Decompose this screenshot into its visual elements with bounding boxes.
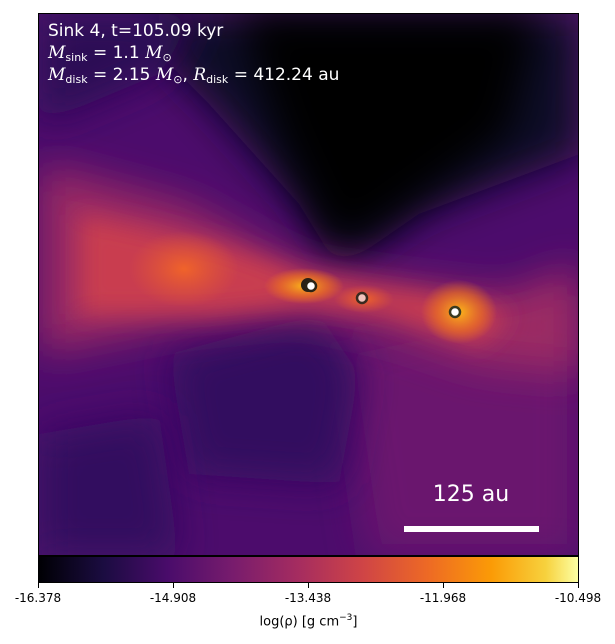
disk-mass-symbol: M [48,65,66,85]
colorbar-tick-label: -10.498 [554,591,602,605]
sink-mass-symbol: M [48,43,66,63]
disk-separator: , [182,65,188,85]
colorbar-tick-label: -11.968 [419,591,467,605]
sink-companion-2-marker [448,305,462,319]
sink-mass-subscript: sink [65,51,88,64]
colorbar-label-exponent: −3 [339,613,353,623]
disk-radius-value: = 412.24 au [233,65,340,85]
sink-mass-unit-subscript: ⊙ [162,51,172,64]
colorbar-tick [578,583,579,588]
title-line: Sink 4, t=105.09 kyr [48,20,223,42]
colorbar-tick [443,583,444,588]
disk-line: Mdisk = 2.15 M⊙, Rdisk = 412.24 au [48,64,339,91]
left-lobe [129,231,239,307]
scale-bar [404,526,539,532]
upper-left-dark [39,14,199,124]
disk-radius-subscript: disk [206,73,229,86]
disk-mass-unit: M [155,65,174,85]
colorbar-tick [173,583,174,588]
disk-mass-subscript: disk [65,73,88,86]
sink-companion-1-marker [355,291,369,305]
colorbar-tick [38,583,39,588]
colorbar-tick-label: -13.438 [284,591,332,605]
sink-mass-unit: M [145,43,163,63]
sink-mass-value: = 1.1 [92,43,140,63]
colorbar-tick [308,583,309,588]
colorbar [38,556,579,583]
colorbar-label: log(ρ) [g cm−3] [38,613,579,629]
lower-left-dark [39,414,179,555]
colorbar-label-suffix: ] [352,614,358,630]
sink-mass-line: Msink = 1.1 M⊙ [48,42,172,69]
disk-radius-symbol: R [193,65,207,85]
disk-mass-unit-subscript: ⊙ [173,73,183,86]
disk-mass-value: = 2.15 [92,65,151,85]
colorbar-tick-label: -14.908 [149,591,197,605]
density-map [38,13,579,556]
colorbar-tick-label: -16.378 [14,591,62,605]
upper-cavity-core [239,14,539,244]
title-text: Sink 4, t=105.09 kyr [48,21,224,41]
scale-bar-label: 125 au [432,482,510,507]
density-image [39,14,578,555]
colorbar-label-prefix: log(ρ) [g cm [259,614,340,630]
sink-primary-marker [304,279,318,293]
lower-wedge [169,314,359,484]
